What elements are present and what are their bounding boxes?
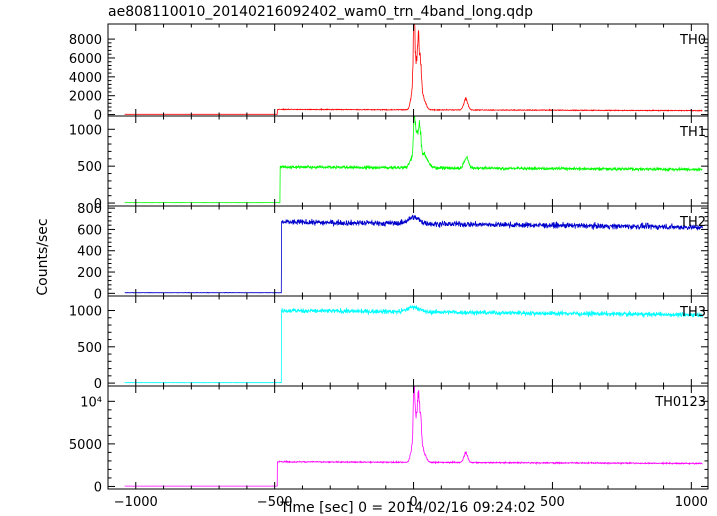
- x-tick-label: −1000: [114, 495, 158, 510]
- x-tick-label: 500: [540, 495, 565, 510]
- y-tick-label: 8000: [69, 33, 102, 48]
- y-tick-label: 5000: [69, 438, 102, 453]
- x-tick-labels: −1000 −500 0 500 1000: [114, 495, 708, 510]
- panel-th2: 0 200 400 600 800 TH2: [77, 202, 709, 302]
- y-tick-label: 1000: [69, 123, 102, 138]
- x-tick-label: 1000: [675, 495, 708, 510]
- series-line-th0: [124, 23, 703, 115]
- y-tick-label: 1000: [69, 305, 102, 320]
- y-tick-label: 0: [94, 480, 102, 495]
- panel-frame: [107, 385, 709, 490]
- panel-th1: 0 500 1000 TH1: [69, 115, 709, 212]
- panel-label-th0: TH0: [679, 33, 706, 48]
- y-tick-label: 4000: [69, 71, 102, 86]
- y-tick-label: 0: [94, 287, 102, 302]
- series-line-th3: [124, 304, 703, 384]
- panel-label-th3: TH3: [679, 305, 706, 320]
- panel-frame: [107, 115, 709, 207]
- y-tick-label: 400: [77, 245, 102, 260]
- y-tick-label: 200: [77, 266, 102, 281]
- panel-frame: [107, 23, 709, 117]
- y-tick-label: 0: [94, 109, 102, 124]
- panel-th0123: 0 5000 10⁴ TH0123: [69, 385, 709, 495]
- chart-title: ae808110010_20140216092402_wam0_trn_4ban…: [108, 4, 533, 20]
- y-tick-label: 10⁴: [80, 395, 102, 410]
- panel-th3: 0 500 1000 TH3: [69, 295, 709, 392]
- panel-label-th2: TH2: [679, 215, 706, 230]
- panel-label-th1: TH1: [679, 125, 706, 140]
- y-tick-label: 0: [94, 377, 102, 392]
- y-tick-label: 0: [94, 197, 102, 212]
- series-line-th0123: [124, 385, 703, 487]
- y-tick-label: 2000: [69, 90, 102, 105]
- y-tick-label: 500: [77, 160, 102, 175]
- y-tick-label: 6000: [69, 52, 102, 67]
- y-axis-title: Counts/sec: [35, 218, 51, 295]
- series-line-th1: [124, 115, 703, 204]
- y-tick-label: 800: [77, 202, 102, 217]
- series-line-th2: [124, 214, 703, 294]
- x-axis-title: Time [sec] 0 = 2014/02/16 09:24:02: [279, 500, 535, 516]
- panel-th0: 0 2000 4000 6000 8000 TH0: [69, 23, 709, 124]
- x-tick-label: −500: [257, 495, 293, 510]
- panel-label-th0123: TH0123: [654, 395, 706, 410]
- y-tick-label: 500: [77, 341, 102, 356]
- x-tick-label: 0: [409, 495, 417, 510]
- y-tick-label: 600: [77, 223, 102, 238]
